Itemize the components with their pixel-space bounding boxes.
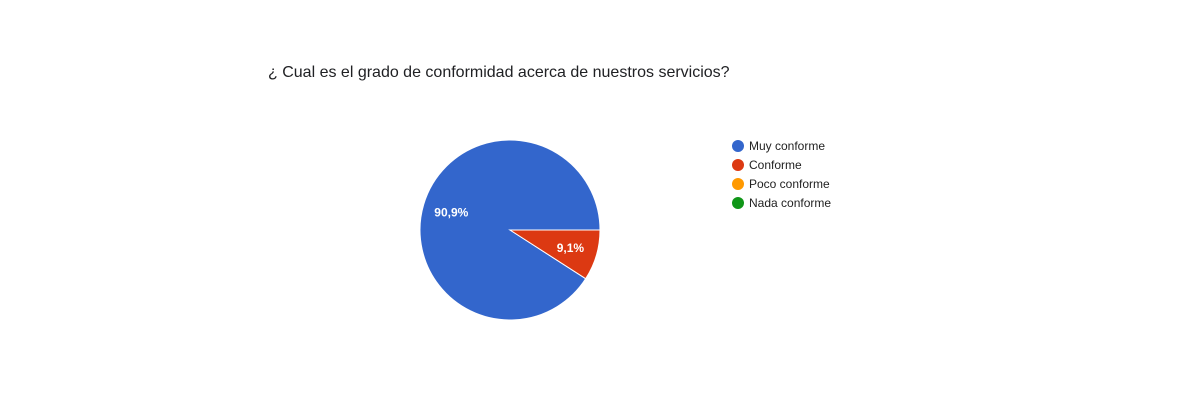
legend-marker-poco-conforme <box>732 178 744 190</box>
legend-label-poco-conforme: Poco conforme <box>749 177 830 191</box>
legend-label-conforme: Conforme <box>749 158 802 172</box>
legend-label-muy-conforme: Muy conforme <box>749 139 825 153</box>
legend-marker-conforme <box>732 159 744 171</box>
chart-title: ¿ Cual es el grado de conformidad acerca… <box>268 64 730 81</box>
legend-marker-muy-conforme <box>732 140 744 152</box>
legend-marker-nada-conforme <box>732 197 744 209</box>
chart-legend: Muy conforme Conforme Poco conforme Nada co… <box>732 139 831 210</box>
pie-slice-conforme <box>508 229 601 280</box>
legend-label-nada-conforme: Nada conforme <box>749 196 831 210</box>
pie-label-muy-conforme: 90,9% <box>434 206 468 220</box>
pie-data-labels: 90,9% 9,1% <box>434 206 584 255</box>
pie-label-conforme: 9,1% <box>557 241 585 255</box>
pie-slices <box>419 139 601 321</box>
